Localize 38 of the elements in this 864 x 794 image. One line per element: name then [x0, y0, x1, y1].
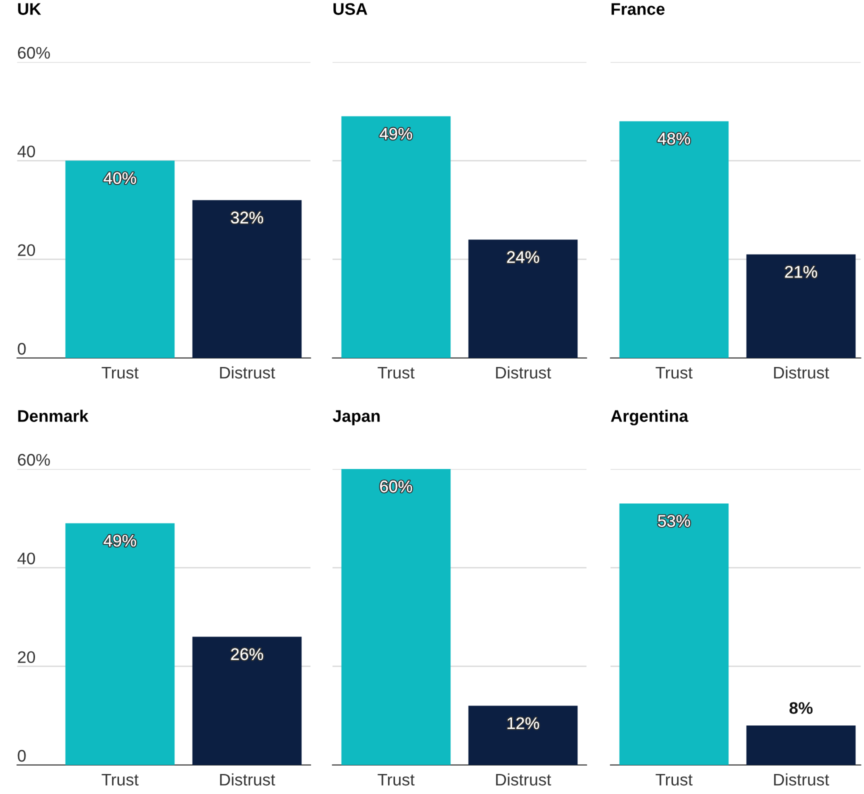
data-label: 48%: [658, 132, 690, 145]
data-label: 24%: [507, 251, 540, 263]
y-tick-label: 0: [18, 750, 26, 762]
x-tick-label: Trust: [102, 366, 139, 379]
x-tick-label: Trust: [102, 774, 139, 786]
chart-title: France: [612, 3, 665, 15]
chart-title: Japan: [332, 410, 380, 426]
data-label: 53%: [658, 515, 690, 527]
x-tick-label: Trust: [656, 774, 693, 786]
y-tick-label: 60%: [18, 46, 50, 59]
chart-title: Argentina: [610, 410, 688, 426]
data-label: 8%: [789, 702, 813, 714]
y-tick-label: 40: [18, 552, 36, 564]
x-tick-label: Distrust: [496, 773, 552, 786]
x-tick-label: Distrust: [774, 773, 830, 786]
y-tick-label: 0: [18, 342, 26, 355]
y-tick-label: 40: [18, 146, 36, 158]
data-label: 49%: [104, 534, 136, 547]
data-label: 26%: [231, 648, 264, 660]
y-tick-label: 20: [18, 651, 36, 664]
data-label: 32%: [230, 212, 264, 224]
chart-title: UK: [18, 3, 42, 15]
x-tick-label: Distrust: [496, 366, 552, 379]
y-tick-label: 60%: [18, 454, 50, 466]
x-tick-label: Trust: [378, 366, 415, 379]
chart-title: USA: [334, 3, 368, 15]
data-label: 49%: [380, 128, 412, 140]
x-tick-label: Trust: [656, 366, 693, 379]
x-tick-label: Trust: [378, 774, 415, 786]
x-tick-label: Distrust: [220, 366, 276, 379]
y-tick-label: 20: [18, 244, 36, 256]
chart-title: Denmark: [18, 410, 88, 422]
x-tick-label: Distrust: [774, 366, 830, 379]
data-label: 40%: [104, 172, 136, 184]
x-tick-label: Distrust: [220, 773, 276, 786]
data-label: 60%: [380, 480, 412, 492]
data-label: 12%: [508, 717, 540, 730]
data-label: 21%: [785, 266, 818, 278]
